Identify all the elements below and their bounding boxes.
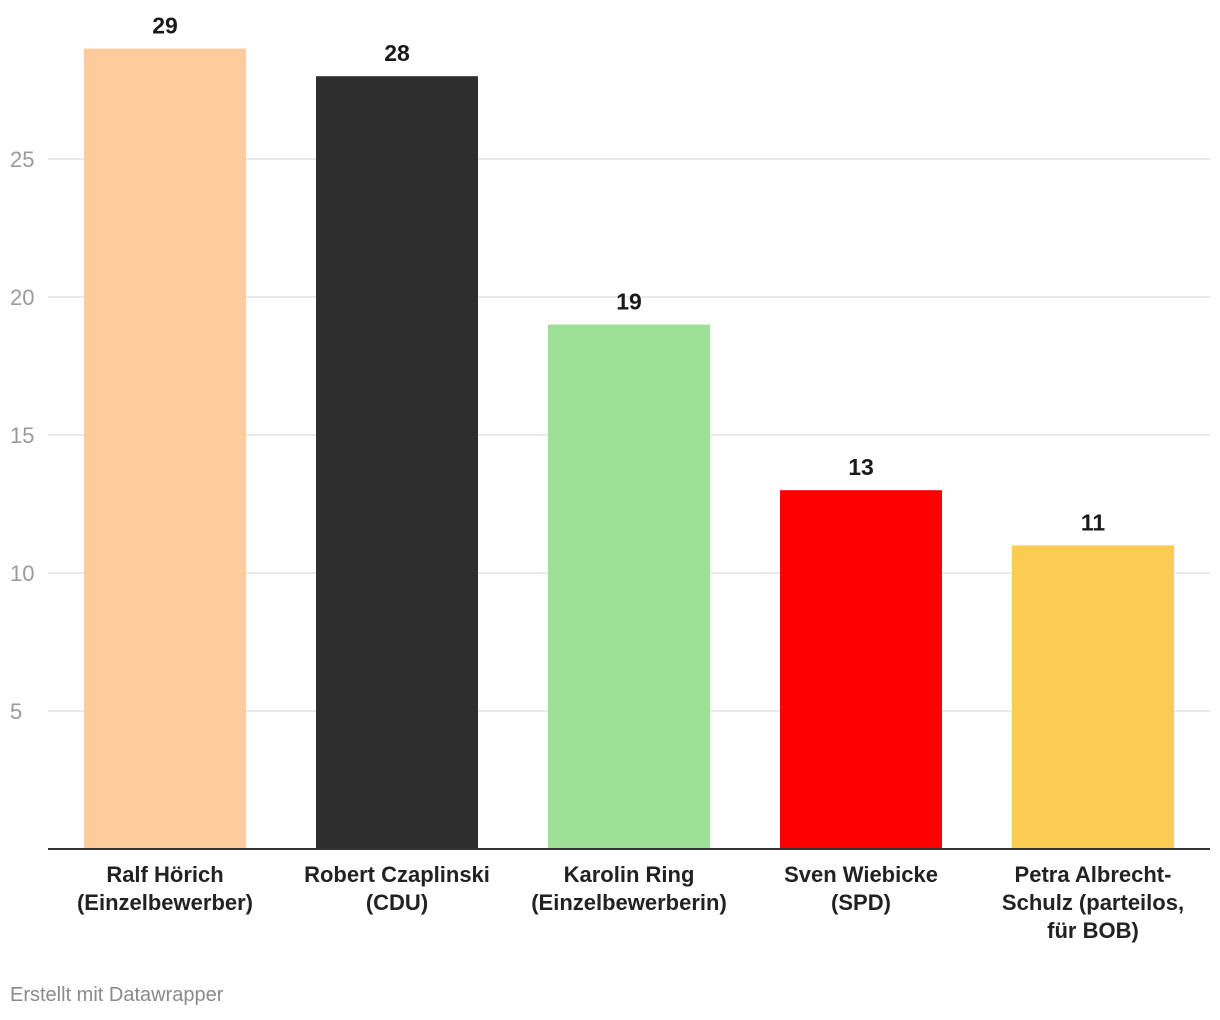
category-label-5-line-3: für BOB) xyxy=(1047,918,1139,943)
category-label-4-line-1: Sven Wiebicke xyxy=(784,862,938,887)
category-label-4-line-2: (SPD) xyxy=(831,890,891,915)
y-tick-label-15: 15 xyxy=(10,423,34,448)
value-label-2: 28 xyxy=(384,40,410,66)
bar-5 xyxy=(1012,545,1174,849)
y-tick-label-20: 20 xyxy=(10,285,34,310)
y-tick-label-5: 5 xyxy=(10,699,22,724)
category-label-5-line-2: Schulz (parteilos, xyxy=(1002,890,1184,915)
value-label-3: 19 xyxy=(616,289,642,315)
bar-chart: 5 10 15 20 25 29 Ralf Hörich (Einzelbewerber) 28… xyxy=(10,13,1210,943)
category-label-3-line-1: Karolin Ring xyxy=(564,862,695,887)
category-label-1-line-1: Ralf Hörich xyxy=(106,862,223,887)
y-tick-label-25: 25 xyxy=(10,147,34,172)
category-label-3-line-2: (Einzelbewerberin) xyxy=(531,890,727,915)
bar-3 xyxy=(548,324,710,850)
datawrapper-credit: Erstellt mit Datawrapper xyxy=(10,984,224,1006)
bar-1 xyxy=(84,48,246,850)
category-label-2-line-1: Robert Czaplinski xyxy=(304,862,490,887)
category-label-5-line-1: Petra Albrecht- xyxy=(1015,862,1172,887)
value-label-4: 13 xyxy=(848,454,874,480)
value-label-1: 29 xyxy=(152,13,178,39)
bar-4 xyxy=(780,490,942,849)
bar-2 xyxy=(316,76,478,849)
category-label-2-line-2: (CDU) xyxy=(366,890,428,915)
y-tick-label-10: 10 xyxy=(10,561,34,586)
category-label-1-line-2: (Einzelbewerber) xyxy=(77,890,253,915)
value-label-5: 11 xyxy=(1081,509,1106,535)
